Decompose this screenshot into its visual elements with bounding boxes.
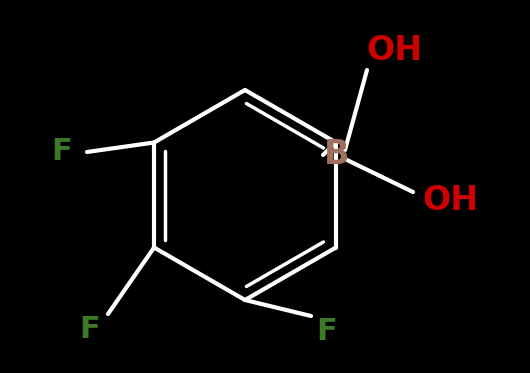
Text: OH: OH	[422, 184, 478, 216]
Text: F: F	[51, 138, 73, 166]
Text: F: F	[80, 316, 100, 345]
Text: OH: OH	[367, 34, 423, 66]
Text: F: F	[316, 317, 338, 347]
Text: B: B	[324, 138, 350, 172]
